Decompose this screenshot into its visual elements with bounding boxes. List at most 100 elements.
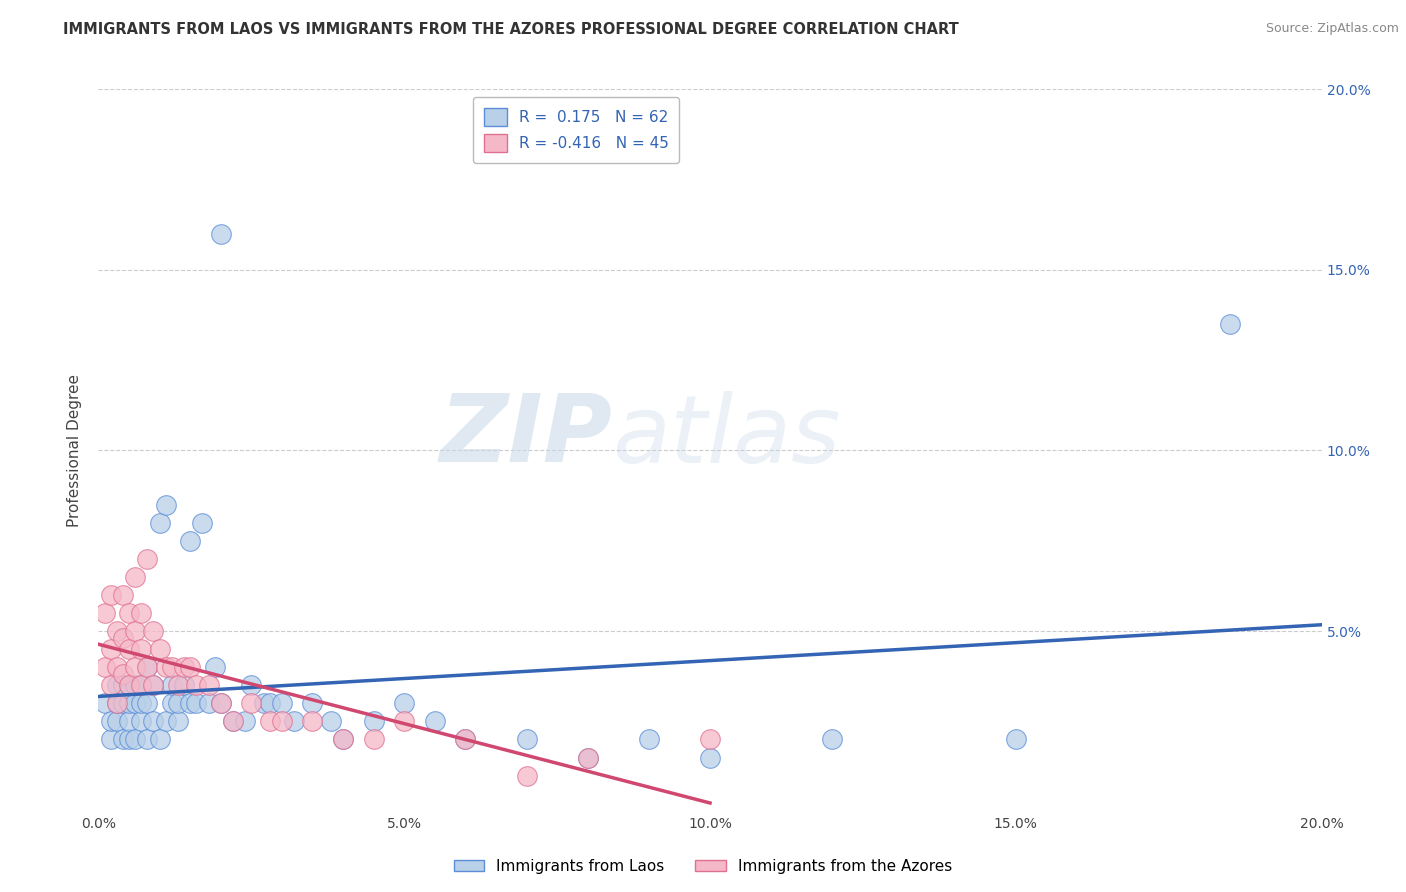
Point: [1004, 732, 1026, 747]
Point: [332, 732, 354, 747]
Point: [129, 697, 152, 711]
Point: [319, 714, 342, 729]
Point: [516, 732, 538, 747]
Point: [821, 732, 844, 747]
Point: [149, 642, 172, 657]
Point: [363, 714, 385, 729]
Point: [129, 606, 152, 620]
Point: [129, 678, 152, 692]
Point: [222, 714, 245, 729]
Point: [233, 714, 256, 729]
Point: [179, 697, 201, 711]
Point: [155, 498, 177, 512]
Point: [111, 588, 134, 602]
Point: [136, 551, 159, 566]
Text: IMMIGRANTS FROM LAOS VS IMMIGRANTS FROM THE AZORES PROFESSIONAL DEGREE CORRELATI: IMMIGRANTS FROM LAOS VS IMMIGRANTS FROM …: [63, 22, 959, 37]
Point: [118, 697, 141, 711]
Point: [160, 697, 183, 711]
Point: [142, 678, 165, 692]
Point: [100, 732, 122, 747]
Point: [191, 516, 214, 530]
Point: [392, 714, 416, 729]
Point: [179, 533, 201, 548]
Legend: R =  0.175   N = 62, R = -0.416   N = 45: R = 0.175 N = 62, R = -0.416 N = 45: [472, 97, 679, 163]
Point: [637, 732, 661, 747]
Point: [186, 697, 208, 711]
Point: [118, 678, 141, 692]
Legend: Immigrants from Laos, Immigrants from the Azores: Immigrants from Laos, Immigrants from th…: [447, 853, 959, 880]
Point: [270, 697, 292, 711]
Point: [301, 697, 323, 711]
Point: [118, 642, 141, 657]
Point: [142, 624, 165, 639]
Point: [204, 660, 226, 674]
Point: [576, 750, 599, 764]
Point: [240, 697, 263, 711]
Point: [423, 714, 446, 729]
Point: [363, 732, 385, 747]
Text: atlas: atlas: [612, 391, 841, 482]
Point: [1219, 317, 1241, 331]
Point: [111, 632, 134, 646]
Point: [105, 660, 128, 674]
Point: [124, 732, 146, 747]
Point: [197, 678, 219, 692]
Point: [516, 769, 538, 783]
Point: [124, 697, 146, 711]
Point: [283, 714, 305, 729]
Point: [699, 732, 721, 747]
Text: ZIP: ZIP: [439, 390, 612, 482]
Point: [100, 642, 122, 657]
Point: [136, 732, 159, 747]
Point: [111, 667, 134, 681]
Point: [392, 697, 416, 711]
Y-axis label: Professional Degree: Professional Degree: [67, 374, 83, 527]
Point: [105, 678, 128, 692]
Point: [173, 660, 195, 674]
Point: [699, 750, 721, 764]
Text: Source: ZipAtlas.com: Source: ZipAtlas.com: [1265, 22, 1399, 36]
Point: [240, 678, 263, 692]
Point: [124, 624, 146, 639]
Point: [93, 697, 115, 711]
Point: [160, 660, 183, 674]
Point: [105, 697, 128, 711]
Point: [186, 678, 208, 692]
Point: [111, 697, 134, 711]
Point: [111, 678, 134, 692]
Point: [105, 714, 128, 729]
Point: [179, 660, 201, 674]
Point: [332, 732, 354, 747]
Point: [155, 660, 177, 674]
Point: [105, 624, 128, 639]
Point: [454, 732, 477, 747]
Point: [124, 678, 146, 692]
Point: [209, 227, 232, 241]
Point: [124, 660, 146, 674]
Point: [93, 660, 115, 674]
Point: [93, 606, 115, 620]
Point: [142, 678, 165, 692]
Point: [124, 570, 146, 584]
Point: [222, 714, 245, 729]
Point: [167, 697, 190, 711]
Point: [173, 678, 195, 692]
Point: [167, 678, 190, 692]
Point: [105, 697, 128, 711]
Point: [155, 714, 177, 729]
Point: [100, 588, 122, 602]
Point: [111, 732, 134, 747]
Point: [136, 660, 159, 674]
Point: [209, 697, 232, 711]
Point: [129, 714, 152, 729]
Point: [301, 714, 323, 729]
Point: [149, 732, 172, 747]
Point: [100, 714, 122, 729]
Point: [129, 642, 152, 657]
Point: [259, 697, 281, 711]
Point: [118, 606, 141, 620]
Point: [149, 516, 172, 530]
Point: [136, 660, 159, 674]
Point: [118, 732, 141, 747]
Point: [118, 678, 141, 692]
